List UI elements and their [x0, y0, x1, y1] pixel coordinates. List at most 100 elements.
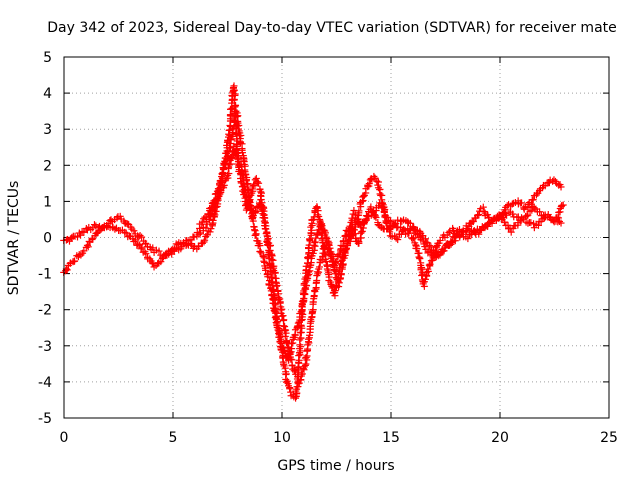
data-point — [398, 217, 406, 225]
data-point — [410, 225, 418, 233]
chart-title: Day 342 of 2023, Sidereal Day-to-day VTE… — [47, 20, 617, 36]
data-point — [302, 360, 310, 368]
data-point — [479, 203, 487, 211]
data-point — [557, 219, 565, 227]
data-point — [252, 174, 260, 182]
data-point — [317, 221, 325, 229]
x-axis-title: GPS time / hours — [277, 458, 394, 474]
data-point — [364, 181, 372, 189]
data-point — [534, 221, 542, 229]
data-point — [373, 177, 381, 185]
data-point — [426, 260, 434, 268]
data-point — [104, 220, 112, 228]
data-point — [518, 199, 526, 207]
data-point — [464, 235, 472, 243]
data-point — [182, 241, 190, 249]
data-point — [282, 378, 290, 386]
data-point — [298, 302, 306, 310]
data-point — [284, 356, 292, 364]
y-tick-label: -2 — [38, 303, 52, 319]
data-point — [266, 246, 274, 254]
y-tick-label: -4 — [38, 375, 52, 391]
data-point — [482, 222, 490, 230]
data-point — [157, 258, 165, 266]
x-tick-label: 15 — [382, 430, 400, 446]
data-point — [335, 283, 343, 291]
data-point — [230, 87, 238, 95]
data-point — [260, 257, 268, 265]
data-point — [326, 244, 334, 252]
data-point — [246, 203, 254, 211]
data-point — [278, 305, 286, 313]
data-point — [304, 272, 312, 280]
data-point — [224, 148, 232, 156]
data-point — [209, 216, 217, 224]
data-point — [219, 168, 227, 176]
data-point — [280, 322, 288, 330]
data-point — [302, 353, 310, 361]
data-point — [155, 247, 163, 255]
data-point — [330, 263, 338, 271]
data-point — [261, 264, 269, 272]
data-point — [410, 234, 418, 242]
data-point — [280, 346, 288, 354]
data-point — [303, 254, 311, 262]
data-point — [243, 181, 251, 189]
data-point — [322, 233, 330, 241]
data-point — [286, 349, 294, 357]
data-point — [282, 329, 290, 337]
data-point — [305, 268, 313, 276]
data-point — [226, 105, 234, 113]
data-point — [80, 228, 88, 236]
data-point — [121, 228, 129, 236]
data-point — [447, 237, 455, 245]
data-point — [230, 123, 238, 131]
data-point — [488, 219, 496, 227]
data-point — [380, 207, 388, 215]
data-point — [134, 240, 142, 248]
data-point — [250, 223, 258, 231]
data-point — [63, 266, 71, 274]
data-point — [202, 224, 210, 232]
data-point — [136, 232, 144, 240]
data-point — [475, 230, 483, 238]
data-point — [304, 335, 312, 343]
data-point — [530, 204, 538, 212]
data-point — [277, 339, 285, 347]
data-point — [227, 136, 235, 144]
data-point — [524, 211, 532, 219]
data-point — [215, 186, 223, 194]
data-point — [474, 211, 482, 219]
data-point — [362, 216, 370, 224]
data-point — [314, 211, 322, 219]
data-point — [496, 211, 504, 219]
data-point — [440, 247, 448, 255]
y-tick-label: 2 — [43, 158, 52, 174]
data-point — [350, 206, 358, 214]
data-point — [291, 367, 299, 375]
y-tick-label: -1 — [38, 267, 52, 283]
data-point — [339, 260, 347, 268]
data-point — [111, 225, 119, 233]
data-point — [553, 213, 561, 221]
data-point — [384, 225, 392, 233]
data-point — [302, 281, 310, 289]
data-point — [358, 218, 366, 226]
x-tick-label: 10 — [273, 430, 291, 446]
data-point — [195, 230, 203, 238]
data-point — [315, 213, 323, 221]
data-point — [257, 204, 265, 212]
data-point — [250, 226, 258, 234]
y-tick-label: 4 — [43, 86, 52, 102]
data-point — [358, 228, 366, 236]
data-point — [416, 254, 424, 262]
data-point — [312, 234, 320, 242]
data-point — [210, 197, 218, 205]
data-point — [239, 174, 247, 182]
data-point — [523, 212, 531, 220]
data-point — [311, 239, 319, 247]
data-point — [323, 265, 331, 273]
data-point — [232, 107, 240, 115]
data-point — [307, 223, 315, 231]
